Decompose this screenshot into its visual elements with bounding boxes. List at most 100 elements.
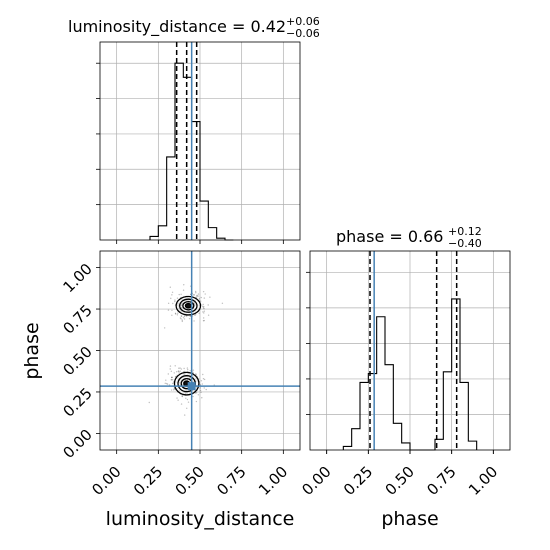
sample-point	[180, 315, 182, 317]
sample-point	[205, 388, 207, 391]
sample-point	[203, 305, 205, 308]
y-tick-label: 0.25	[59, 384, 95, 420]
sample-point	[187, 401, 190, 403]
sample-point	[166, 383, 169, 385]
sample-point	[174, 299, 176, 301]
x-tick-label: 0.25	[340, 463, 376, 499]
sample-point	[198, 298, 201, 300]
sample-point	[177, 399, 179, 401]
sample-point	[186, 367, 189, 369]
sample-point	[195, 391, 198, 394]
sample-point	[200, 380, 203, 382]
sample-point	[180, 293, 182, 296]
y-tick-label: 0.75	[59, 301, 95, 337]
title-minus: −0.40	[448, 237, 482, 250]
sample-point	[194, 314, 196, 316]
sample-point	[203, 310, 206, 312]
sample-point	[171, 294, 173, 296]
sample-point	[194, 290, 197, 293]
sample-point	[148, 401, 150, 404]
sample-point	[209, 296, 211, 298]
sample-point	[202, 317, 205, 319]
sample-point	[170, 297, 172, 300]
sample-point	[172, 379, 174, 381]
density-contour	[179, 298, 198, 313]
sample-point	[183, 318, 186, 320]
sample-point	[178, 370, 180, 373]
sample-point	[171, 379, 173, 381]
sample-point	[173, 372, 175, 374]
sample-point	[193, 294, 195, 296]
title-text: phase = 0.66	[336, 227, 443, 246]
sample-point	[194, 313, 197, 316]
sample-point	[167, 309, 170, 311]
sample-point	[199, 384, 202, 386]
sample-point	[193, 320, 195, 322]
sample-point	[199, 387, 202, 389]
sample-point	[201, 305, 204, 308]
sample-point	[203, 378, 206, 381]
sample-point	[176, 371, 178, 373]
sample-point	[169, 286, 171, 288]
title-luminosity-distance: luminosity_distance = 0.42 +0.06 −0.06	[68, 15, 320, 40]
sample-point	[170, 370, 173, 373]
sample-point	[196, 294, 198, 297]
x-tick-label: 0.25	[130, 463, 166, 499]
sample-point	[179, 370, 181, 372]
sample-point	[199, 389, 202, 392]
title-plus: +0.06	[286, 15, 320, 28]
sample-point	[177, 370, 180, 372]
sample-point	[171, 309, 173, 312]
sample-point	[185, 397, 187, 399]
sample-point	[186, 368, 189, 371]
sample-point	[182, 316, 185, 319]
sample-point	[194, 392, 197, 394]
x-tick-label: 0.50	[382, 463, 418, 499]
sample-point	[171, 376, 173, 379]
sample-point	[181, 319, 183, 321]
sample-point	[203, 307, 205, 310]
title-phase: phase = 0.66 +0.12 −0.40	[336, 225, 482, 250]
sample-point	[202, 307, 205, 309]
y-tick-label: 1.00	[59, 260, 95, 296]
sample-point	[174, 312, 177, 315]
sample-point	[165, 379, 167, 381]
x-tick-label: 0.00	[88, 463, 124, 499]
sample-point	[202, 311, 204, 313]
sample-point	[202, 303, 204, 306]
sample-point	[174, 300, 176, 303]
sample-point	[183, 367, 185, 370]
sample-point	[202, 320, 205, 322]
sample-point	[176, 314, 179, 316]
sample-point	[165, 382, 168, 385]
title-minus: −0.06	[286, 27, 320, 40]
sample-point	[172, 389, 175, 391]
sample-point	[171, 291, 174, 293]
sample-point	[174, 313, 177, 315]
sample-point	[179, 367, 181, 369]
sample-point	[192, 371, 194, 373]
sample-point	[183, 315, 186, 318]
sample-point	[171, 314, 173, 316]
sample-point	[181, 320, 184, 323]
sample-point	[202, 290, 205, 293]
sample-point	[207, 304, 209, 306]
sample-point	[171, 382, 174, 385]
x-tick-label: 1.00	[465, 463, 501, 499]
sample-point	[192, 395, 194, 398]
histogram-step	[342, 298, 478, 451]
x-tick-label: 0.00	[298, 463, 334, 499]
sample-point	[204, 293, 206, 295]
sample-point	[207, 314, 210, 316]
sample-point	[169, 365, 172, 367]
sample-point	[197, 295, 199, 297]
sample-point	[174, 375, 177, 378]
sample-point	[195, 292, 197, 294]
xlabel-luminosity-distance: luminosity_distance	[106, 508, 295, 530]
sample-point	[167, 373, 170, 375]
sample-point	[200, 296, 203, 299]
sample-point	[186, 407, 188, 410]
y-tick-label: 0.50	[59, 343, 95, 379]
sample-point	[195, 400, 198, 403]
y-tick-label: 0.00	[59, 426, 95, 462]
